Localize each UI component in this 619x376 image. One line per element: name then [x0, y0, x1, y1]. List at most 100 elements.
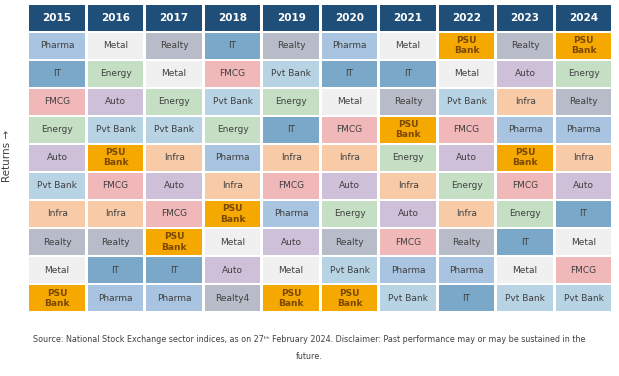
- Bar: [439, 33, 495, 59]
- Bar: [556, 5, 612, 31]
- Text: Pvt Bank: Pvt Bank: [388, 294, 428, 303]
- Text: Pvt Bank: Pvt Bank: [505, 294, 545, 303]
- Bar: [556, 285, 612, 311]
- Text: Auto: Auto: [339, 182, 360, 191]
- Bar: [88, 61, 144, 87]
- Text: Pvt Bank: Pvt Bank: [213, 97, 253, 106]
- Text: PSU
Bank: PSU Bank: [513, 149, 538, 167]
- Bar: [205, 5, 261, 31]
- Text: FMCG: FMCG: [161, 209, 187, 218]
- Bar: [380, 5, 436, 31]
- Bar: [29, 145, 85, 171]
- Text: 2024: 2024: [569, 13, 598, 23]
- Text: FMCG: FMCG: [44, 97, 70, 106]
- Bar: [556, 117, 612, 143]
- Text: IT: IT: [53, 69, 61, 78]
- Bar: [88, 89, 144, 115]
- Text: Realty: Realty: [394, 97, 422, 106]
- Bar: [29, 61, 85, 87]
- Text: Pharma: Pharma: [215, 153, 250, 162]
- Bar: [29, 201, 85, 227]
- Text: Pharma: Pharma: [391, 265, 425, 274]
- Text: Realty4: Realty4: [215, 294, 249, 303]
- Text: Energy: Energy: [158, 97, 190, 106]
- Bar: [380, 173, 436, 199]
- Text: IT: IT: [404, 69, 412, 78]
- Text: IT: IT: [170, 265, 178, 274]
- Text: IT: IT: [462, 294, 470, 303]
- Bar: [439, 145, 495, 171]
- Bar: [263, 257, 319, 283]
- Bar: [205, 33, 261, 59]
- Text: Infra: Infra: [46, 209, 67, 218]
- Text: 2016: 2016: [101, 13, 130, 23]
- Text: Metal: Metal: [337, 97, 362, 106]
- Bar: [497, 145, 553, 171]
- Bar: [556, 229, 612, 255]
- Bar: [497, 201, 553, 227]
- Text: Infra: Infra: [397, 182, 418, 191]
- Text: 2015: 2015: [43, 13, 72, 23]
- Bar: [88, 117, 144, 143]
- Text: Realty: Realty: [569, 97, 598, 106]
- Bar: [439, 117, 495, 143]
- Bar: [88, 201, 144, 227]
- Text: Metal: Metal: [513, 265, 538, 274]
- Text: Metal: Metal: [571, 238, 596, 247]
- Bar: [556, 173, 612, 199]
- Text: Auto: Auto: [46, 153, 67, 162]
- Bar: [205, 201, 261, 227]
- Bar: [146, 5, 202, 31]
- Bar: [497, 5, 553, 31]
- Text: FMCG: FMCG: [220, 69, 246, 78]
- Bar: [380, 229, 436, 255]
- Bar: [146, 117, 202, 143]
- Text: Metal: Metal: [396, 41, 421, 50]
- Text: Pharma: Pharma: [98, 294, 133, 303]
- Bar: [497, 117, 553, 143]
- Bar: [263, 5, 319, 31]
- Bar: [380, 33, 436, 59]
- Text: Pharma: Pharma: [157, 294, 191, 303]
- Text: Pharma: Pharma: [566, 125, 601, 134]
- Bar: [497, 61, 553, 87]
- Bar: [322, 173, 378, 199]
- Text: 2018: 2018: [218, 13, 247, 23]
- Bar: [146, 201, 202, 227]
- Text: PSU
Bank: PSU Bank: [454, 36, 479, 55]
- Text: Infra: Infra: [514, 97, 535, 106]
- Bar: [88, 5, 144, 31]
- Bar: [205, 89, 261, 115]
- Text: Metal: Metal: [220, 238, 245, 247]
- Text: FMCG: FMCG: [571, 265, 597, 274]
- Text: Realty: Realty: [160, 41, 188, 50]
- Bar: [497, 229, 553, 255]
- Bar: [88, 145, 144, 171]
- Text: Pvt Bank: Pvt Bank: [447, 97, 487, 106]
- Text: Auto: Auto: [573, 182, 594, 191]
- Bar: [29, 5, 85, 31]
- Bar: [380, 285, 436, 311]
- Bar: [380, 89, 436, 115]
- Text: Infra: Infra: [105, 209, 126, 218]
- Bar: [29, 117, 85, 143]
- Text: Infra: Infra: [163, 153, 184, 162]
- Text: Realty: Realty: [277, 41, 305, 50]
- Bar: [205, 117, 261, 143]
- Bar: [322, 285, 378, 311]
- Text: Energy: Energy: [334, 209, 365, 218]
- Text: Pharma: Pharma: [508, 125, 542, 134]
- Text: PSU
Bank: PSU Bank: [45, 288, 70, 308]
- Text: Metal: Metal: [103, 41, 128, 50]
- Text: Energy: Energy: [217, 125, 248, 134]
- Text: Pharma: Pharma: [449, 265, 484, 274]
- Text: PSU
Bank: PSU Bank: [337, 288, 362, 308]
- Bar: [322, 257, 378, 283]
- Bar: [322, 89, 378, 115]
- Bar: [380, 257, 436, 283]
- Text: IT: IT: [287, 125, 295, 134]
- Text: FMCG: FMCG: [395, 238, 421, 247]
- Bar: [439, 201, 495, 227]
- Text: 2021: 2021: [394, 13, 423, 23]
- Bar: [263, 145, 319, 171]
